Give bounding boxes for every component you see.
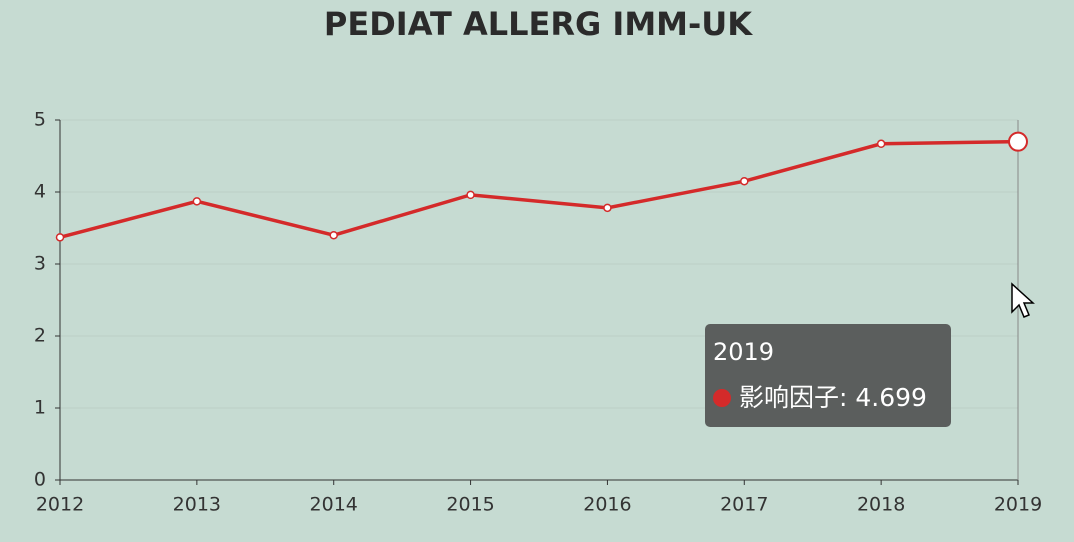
point — [55, 233, 65, 242]
tooltip: 2019 影响因子4.699 — [705, 324, 951, 427]
point — [329, 230, 338, 240]
y-tick-label: 4 — [34, 181, 46, 203]
x-tick-label: 2016 — [583, 494, 631, 516]
point — [876, 139, 886, 149]
tooltip-series-name: 影响因子 — [739, 383, 855, 412]
y-tick-label: 1 — [34, 397, 46, 419]
y-tick-label: 0 — [34, 469, 46, 491]
x-tick-label: 2015 — [446, 494, 494, 516]
tooltip-value: 4.699 — [855, 383, 927, 412]
y-tick-label: 2 — [34, 325, 46, 347]
x-tick-label: 2014 — [310, 494, 358, 516]
point — [1008, 131, 1028, 152]
x-tick-label: 2017 — [720, 494, 768, 516]
y-tick-label: 3 — [34, 253, 46, 275]
y-tick-label: 5 — [34, 109, 46, 131]
point — [192, 197, 202, 206]
tooltip-row: 影响因子4.699 — [713, 378, 943, 414]
tooltip-title: 2019 — [713, 338, 775, 366]
cursor — [1011, 282, 1035, 318]
point — [740, 176, 749, 186]
tooltip-marker — [713, 389, 731, 407]
x-tick-label: 2013 — [173, 494, 221, 516]
x-tick-label: 2012 — [36, 494, 84, 516]
x-tick-label: 2018 — [857, 494, 905, 516]
x-tick-label: 2019 — [994, 494, 1042, 516]
chart-title: PEDIAT ALLERG IMM-UK — [324, 5, 753, 43]
line — [59, 139, 1019, 240]
point — [466, 190, 475, 200]
point — [603, 203, 612, 213]
